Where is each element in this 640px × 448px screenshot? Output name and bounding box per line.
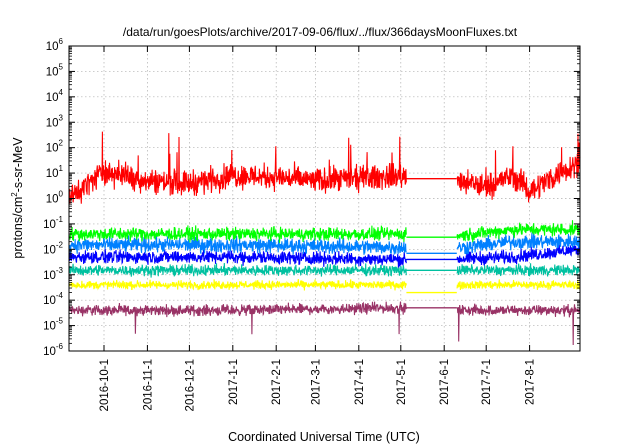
y-tick-label: 102 bbox=[46, 139, 64, 155]
y-tick-label: 103 bbox=[46, 113, 64, 129]
series-line bbox=[68, 235, 407, 255]
y-tick-label: 10-1 bbox=[43, 215, 63, 231]
y-axis-label: protons/cm2-s-sr-MeV bbox=[10, 137, 25, 259]
x-tick-label: 2016-11-1 bbox=[142, 359, 154, 411]
x-axis-label: Coordinated Universal Time (UTC) bbox=[228, 430, 420, 444]
series-line bbox=[68, 301, 407, 335]
x-tick-label: 2017-6-1 bbox=[439, 359, 451, 405]
series-line bbox=[456, 220, 581, 243]
series-line bbox=[456, 279, 581, 291]
x-tick-label: 2017-4-1 bbox=[354, 359, 366, 405]
y-tick-label: 10-5 bbox=[43, 317, 63, 333]
x-tick-label: 2017-2-1 bbox=[271, 359, 283, 405]
x-tick-label: 2017-7-1 bbox=[481, 359, 493, 405]
series-line bbox=[456, 303, 581, 346]
series-line bbox=[68, 131, 407, 204]
y-tick-label: 101 bbox=[46, 164, 64, 180]
y-tick-label: 105 bbox=[46, 62, 64, 78]
x-tick-label: 2017-1-1 bbox=[228, 359, 240, 405]
y-tick-label: 10-3 bbox=[43, 266, 63, 282]
y-axis: 10-6 10-5 10-4 10-3 10-2 10-1 100 101 102 103 104 1… bbox=[43, 37, 580, 358]
series-line bbox=[68, 225, 407, 243]
series-line bbox=[68, 262, 407, 278]
y-tick-label: 10-4 bbox=[43, 291, 63, 307]
series-line bbox=[456, 232, 581, 255]
series-line bbox=[68, 279, 407, 291]
x-axis: 2016-10-1 2016-11-1 2016-12-1 2017-1-1 2017-… bbox=[99, 46, 537, 411]
series-line bbox=[68, 248, 407, 269]
y-tick-label: 100 bbox=[46, 190, 64, 206]
chart-title: /data/run/goesPlots/archive/2017-09-06/f… bbox=[123, 25, 518, 39]
x-tick-label: 2017-5-1 bbox=[396, 359, 408, 405]
y-tick-label: 106 bbox=[46, 37, 64, 53]
x-tick-label: 2017-8-1 bbox=[525, 359, 537, 405]
x-tick-label: 2016-12-1 bbox=[184, 359, 196, 411]
y-tick-label: 10-6 bbox=[43, 342, 63, 358]
x-tick-label: 2017-3-1 bbox=[310, 359, 322, 405]
series-line bbox=[456, 263, 581, 277]
series-line bbox=[456, 133, 581, 203]
x-tick-label: 2016-10-1 bbox=[99, 359, 111, 411]
series-line bbox=[456, 243, 581, 266]
y-tick-label: 10-2 bbox=[43, 240, 63, 256]
plot-area bbox=[68, 131, 581, 346]
y-tick-label: 104 bbox=[46, 88, 64, 104]
